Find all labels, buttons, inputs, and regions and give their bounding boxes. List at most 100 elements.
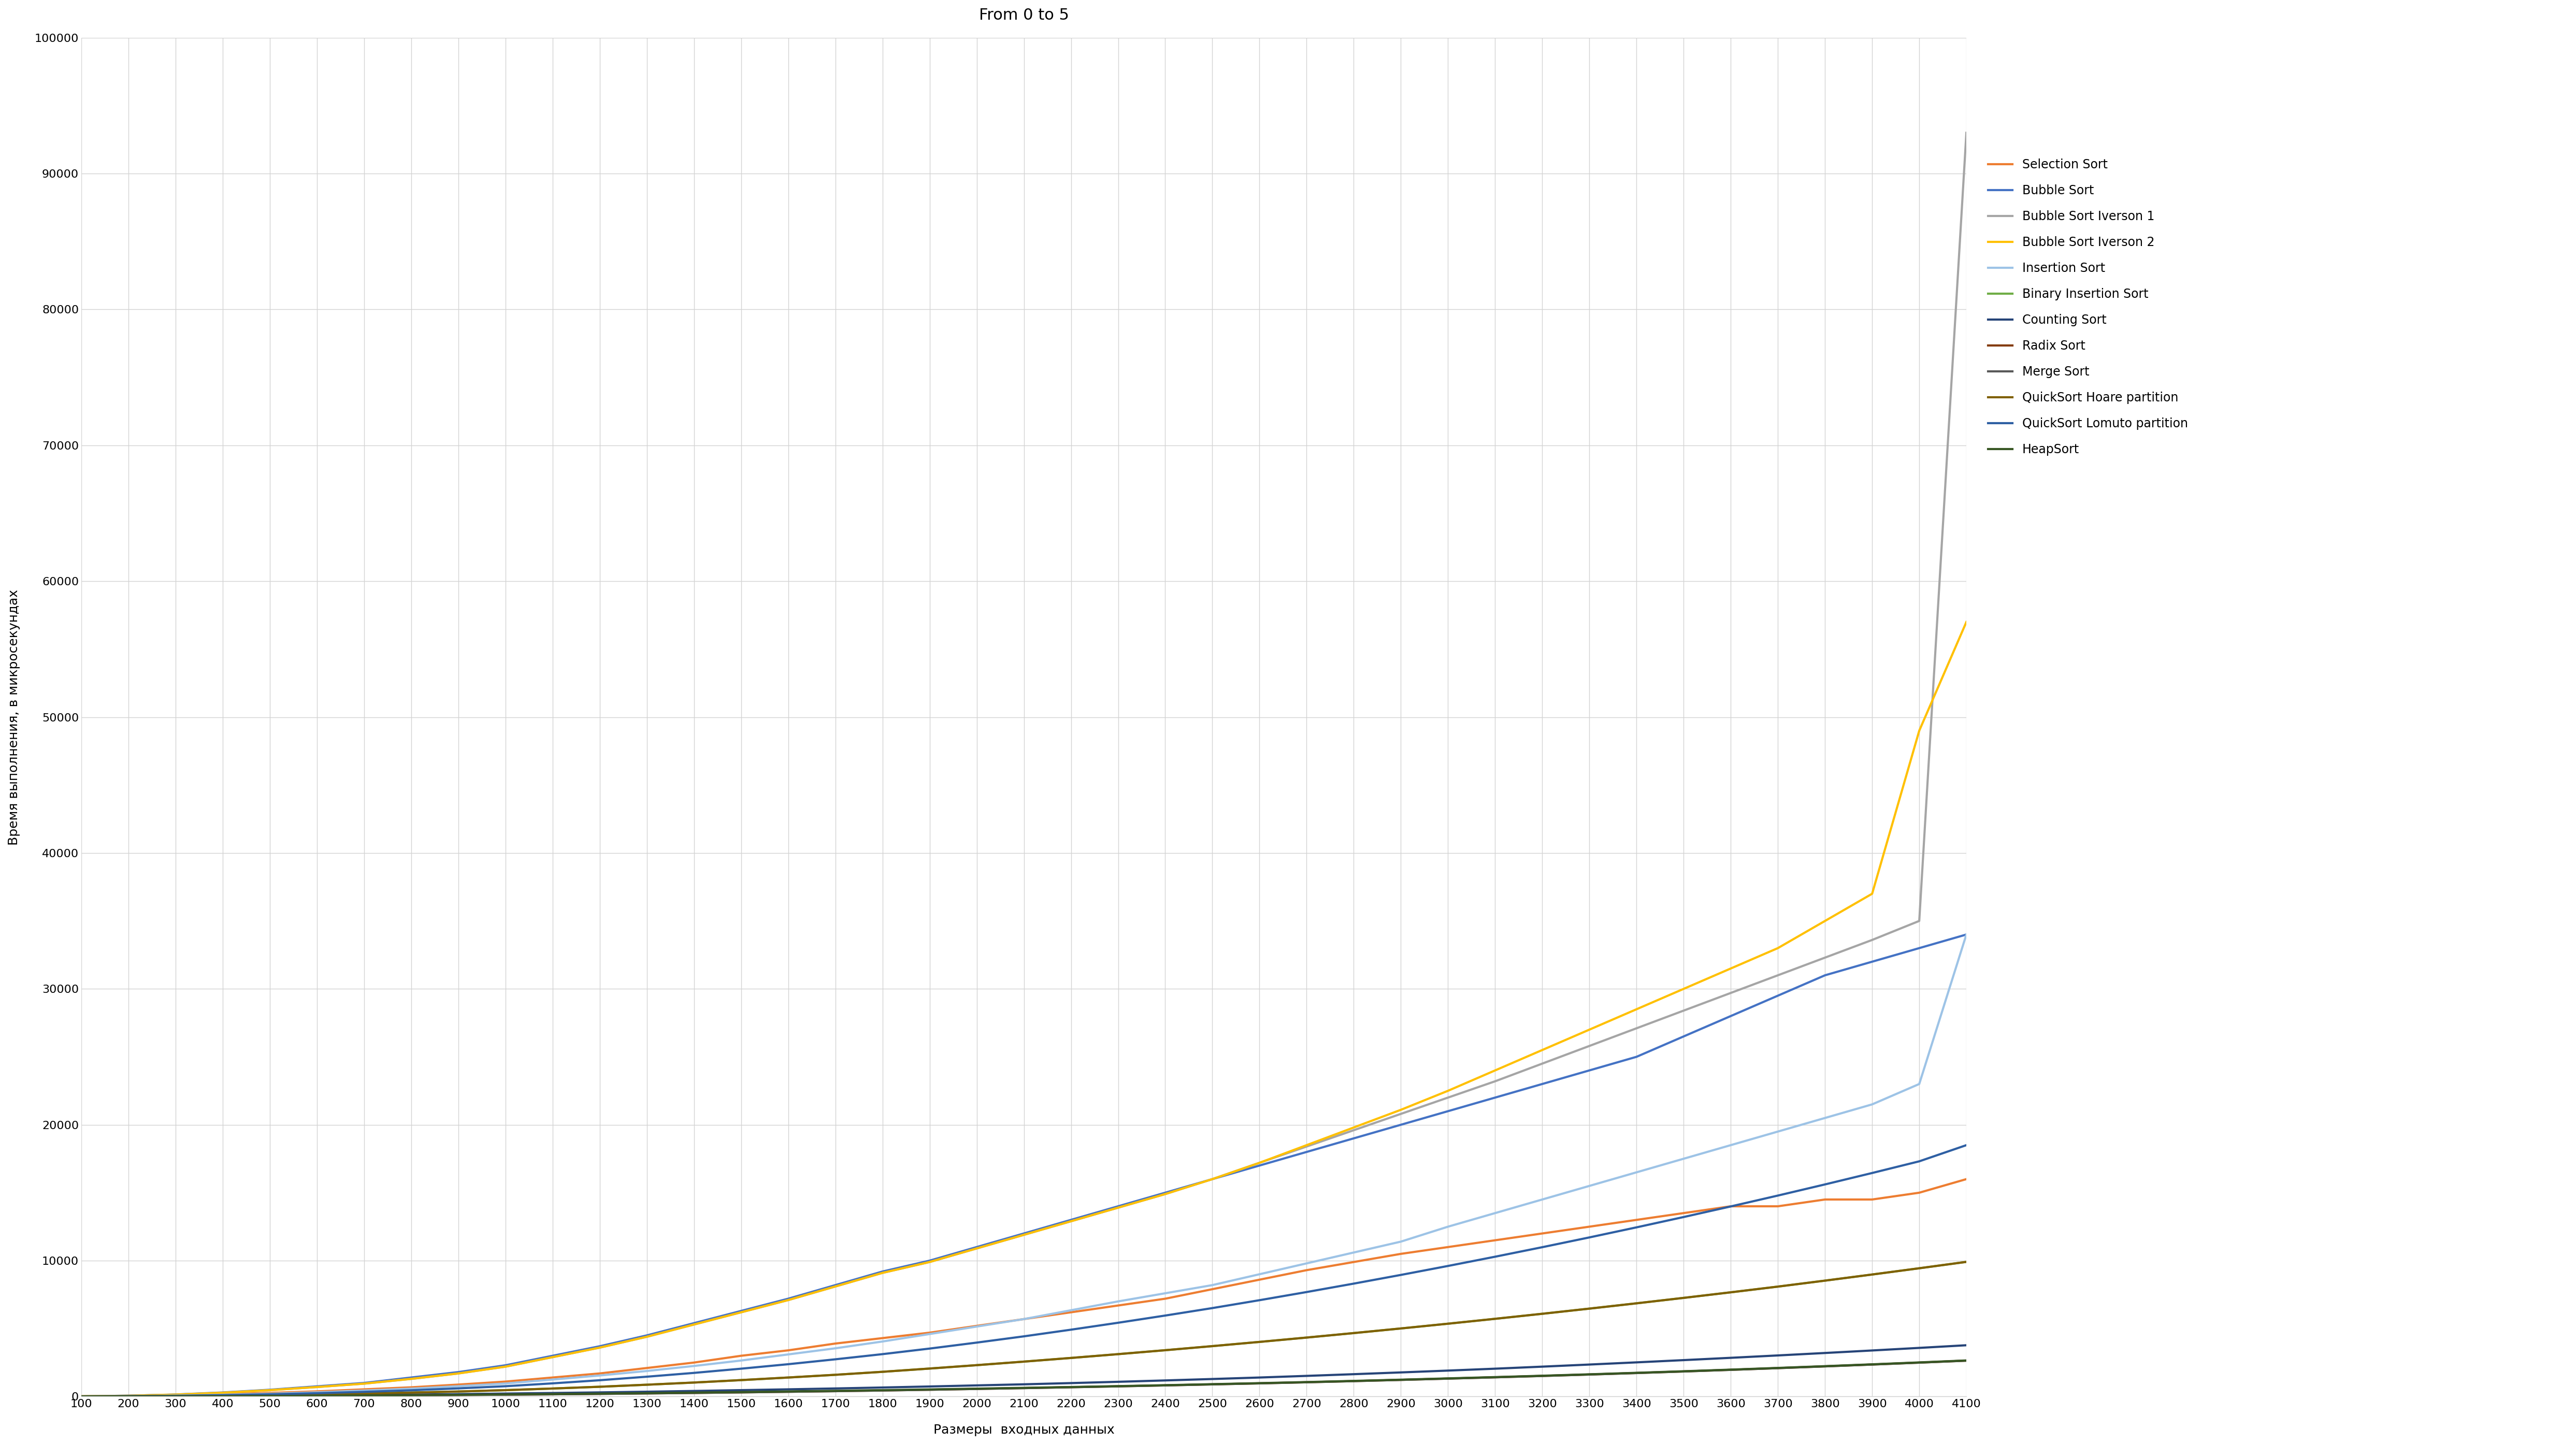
Insertion Sort (489, 1375, 520, 1392)
Radix Sort (489, 1386, 520, 1404)
Bubble Sort Iverson 2 (1528, 1041, 1558, 1058)
Bubble Sort Iverson 2 (1149, 1186, 1180, 1203)
QuickSort Hoare partition (1432, 1315, 1463, 1333)
QuickSort Lomuto partition (397, 1382, 428, 1399)
QuickSort Lomuto partition (1950, 1136, 1981, 1154)
Counting Sort (1716, 1349, 1747, 1366)
Binary Insertion Sort (914, 1360, 945, 1378)
Radix Sort (348, 1386, 379, 1404)
Bubble Sort Iverson 2 (585, 1339, 616, 1356)
Binary Insertion Sort (1244, 1333, 1275, 1350)
Bubble Sort (1620, 1048, 1651, 1066)
Bubble Sort Iverson 2 (348, 1375, 379, 1392)
Insertion Sort (868, 1333, 899, 1350)
Radix Sort (1386, 1372, 1417, 1389)
Selection Sort (1762, 1197, 1793, 1214)
Insertion Sort (348, 1382, 379, 1399)
Counting Sort (1762, 1347, 1793, 1365)
Bubble Sort Iverson 1 (1808, 949, 1839, 966)
Bubble Sort Iverson 1 (914, 1253, 945, 1271)
Binary Insertion Sort (677, 1373, 708, 1391)
Selection Sort (1103, 1297, 1133, 1314)
HeapSort (113, 1388, 144, 1405)
Y-axis label: Время выполнения, в микросекундах: Время выполнения, в микросекундах (8, 589, 21, 845)
Bubble Sort (1103, 1197, 1133, 1214)
QuickSort Lomuto partition (914, 1340, 945, 1357)
Bubble Sort (819, 1276, 850, 1294)
QuickSort Hoare partition (726, 1372, 757, 1389)
HeapSort (443, 1386, 474, 1404)
Merge Sort (1857, 1356, 1888, 1373)
Counting Sort (677, 1382, 708, 1399)
Bubble Sort Iverson 2 (1244, 1154, 1275, 1171)
QuickSort Lomuto partition (1620, 1219, 1651, 1236)
Merge Sort (726, 1383, 757, 1401)
Selection Sort (1716, 1197, 1747, 1214)
Counting Sort (961, 1376, 992, 1393)
Insertion Sort (677, 1357, 708, 1375)
Bubble Sort (1198, 1171, 1229, 1188)
Insertion Sort (397, 1380, 428, 1398)
Bubble Sort (538, 1347, 569, 1365)
Bubble Sort Iverson 2 (538, 1349, 569, 1366)
Bubble Sort Iverson 1 (206, 1383, 237, 1401)
Radix Sort (1103, 1378, 1133, 1395)
Insertion Sort (1103, 1292, 1133, 1310)
QuickSort Lomuto partition (206, 1386, 237, 1404)
Bubble Sort Iverson 2 (868, 1264, 899, 1281)
QuickSort Hoare partition (1244, 1333, 1275, 1350)
Binary Insertion Sort (1808, 1272, 1839, 1289)
QuickSort Lomuto partition (677, 1365, 708, 1382)
Line: Insertion Sort: Insertion Sort (82, 934, 1965, 1396)
Merge Sort (1762, 1359, 1793, 1376)
Selection Sort (1904, 1184, 1935, 1201)
Counting Sort (443, 1385, 474, 1402)
Insertion Sort (631, 1362, 662, 1379)
Binary Insertion Sort (1669, 1289, 1700, 1307)
HeapSort (1574, 1366, 1605, 1383)
Bubble Sort Iverson 1 (819, 1278, 850, 1295)
Bubble Sort Iverson 2 (1857, 885, 1888, 902)
QuickSort Lomuto partition (1669, 1209, 1700, 1226)
QuickSort Lomuto partition (1198, 1300, 1229, 1317)
Radix Sort (255, 1388, 286, 1405)
Bubble Sort (1479, 1089, 1510, 1106)
Merge Sort (1904, 1354, 1935, 1372)
Binary Insertion Sort (538, 1380, 569, 1398)
HeapSort (1762, 1359, 1793, 1376)
QuickSort Hoare partition (1198, 1337, 1229, 1354)
QuickSort Hoare partition (585, 1378, 616, 1395)
QuickSort Hoare partition (631, 1376, 662, 1393)
Selection Sort (206, 1385, 237, 1402)
HeapSort (1340, 1372, 1370, 1389)
Bubble Sort Iverson 2 (1808, 913, 1839, 930)
Counting Sort (1857, 1341, 1888, 1359)
Bubble Sort Iverson 2 (255, 1382, 286, 1399)
Bubble Sort Iverson 1 (538, 1349, 569, 1366)
Selection Sort (255, 1385, 286, 1402)
Bubble Sort Iverson 1 (348, 1375, 379, 1392)
Bubble Sort Iverson 2 (961, 1240, 992, 1258)
QuickSort Hoare partition (1904, 1259, 1935, 1276)
Insertion Sort (1620, 1164, 1651, 1181)
Binary Insertion Sort (631, 1376, 662, 1393)
Merge Sort (1574, 1366, 1605, 1383)
Bubble Sort (1056, 1212, 1087, 1229)
Selection Sort (1574, 1219, 1605, 1236)
Merge Sort (631, 1385, 662, 1402)
QuickSort Hoare partition (1950, 1253, 1981, 1271)
Binary Insertion Sort (67, 1388, 98, 1405)
Selection Sort (773, 1341, 804, 1359)
Bubble Sort Iverson 1 (1904, 913, 1935, 930)
Insertion Sort (206, 1386, 237, 1404)
QuickSort Lomuto partition (819, 1350, 850, 1367)
QuickSort Hoare partition (868, 1363, 899, 1380)
HeapSort (1244, 1375, 1275, 1392)
Bubble Sort Iverson 1 (677, 1315, 708, 1333)
Insertion Sort (1528, 1191, 1558, 1209)
Insertion Sort (1007, 1310, 1038, 1327)
Counting Sort (1386, 1363, 1417, 1380)
HeapSort (677, 1383, 708, 1401)
Radix Sort (1198, 1376, 1229, 1393)
Selection Sort (538, 1369, 569, 1386)
